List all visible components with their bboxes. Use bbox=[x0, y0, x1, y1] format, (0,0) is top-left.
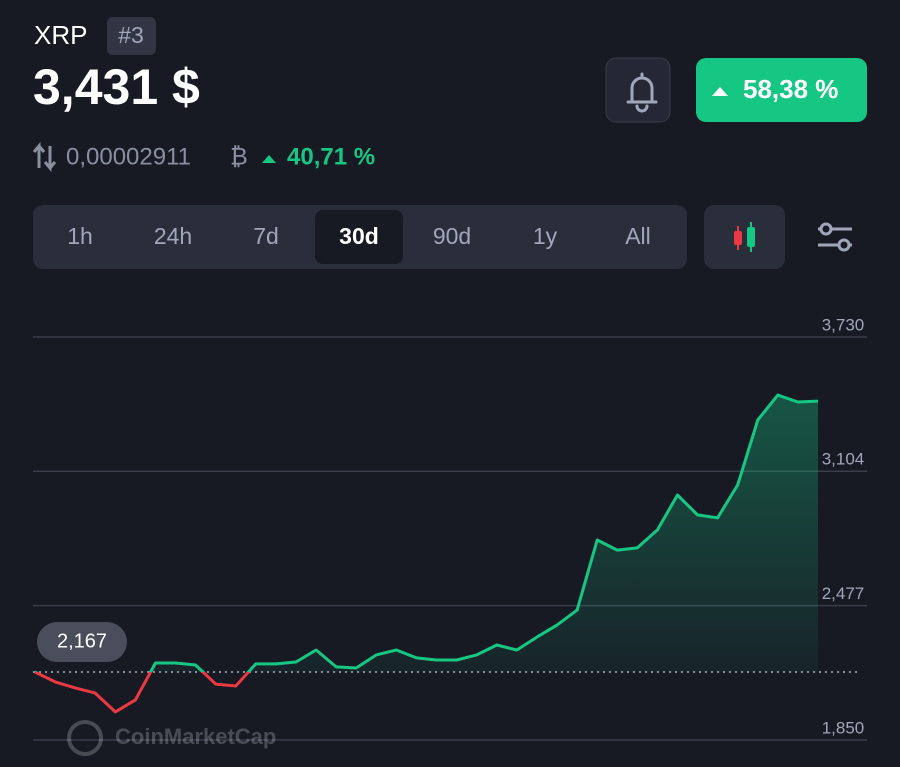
rank-badge bbox=[107, 17, 156, 55]
candle-button[interactable] bbox=[704, 205, 785, 269]
btc-change: 40,71 % bbox=[287, 143, 375, 170]
watermark: CoinMarketCap bbox=[115, 724, 276, 749]
tab[interactable]: 24h bbox=[154, 223, 192, 249]
price: 3,431 $ bbox=[33, 59, 200, 115]
swap-icon bbox=[32, 141, 57, 173]
reference-label: 2,167 bbox=[57, 630, 107, 652]
bell-icon bbox=[626, 72, 658, 113]
settings-icon[interactable] bbox=[818, 222, 852, 252]
tab[interactable]: 7d bbox=[253, 223, 279, 249]
price-line bbox=[34, 393, 819, 714]
candle-icon bbox=[734, 222, 755, 252]
y-tick-label: 1,850 bbox=[822, 718, 865, 737]
tab[interactable]: All bbox=[625, 223, 651, 249]
alert-button[interactable] bbox=[605, 57, 671, 123]
reference-badge bbox=[37, 622, 127, 663]
coin-name: XRP bbox=[34, 20, 87, 50]
active-tab bbox=[315, 210, 403, 264]
tab[interactable]: 30d bbox=[339, 223, 379, 249]
y-tick-label: 3,104 bbox=[822, 450, 865, 469]
watermark-logo bbox=[67, 720, 103, 756]
y-tick-label: 2,477 bbox=[822, 584, 865, 603]
rank: #3 bbox=[118, 22, 144, 48]
tab[interactable]: 1h bbox=[67, 223, 93, 249]
btc-price: 0,00002911 bbox=[66, 143, 191, 170]
change-badge bbox=[696, 58, 867, 122]
up-arrow bbox=[262, 155, 276, 163]
change: 58,38 % bbox=[743, 74, 838, 104]
up-arrow bbox=[712, 87, 728, 96]
tab[interactable]: 90d bbox=[433, 223, 471, 249]
btc-symbol: ₿ bbox=[230, 143, 248, 170]
tab[interactable]: 1y bbox=[533, 223, 558, 249]
area bbox=[35, 395, 818, 673]
y-tick-label: 3,730 bbox=[822, 315, 865, 334]
